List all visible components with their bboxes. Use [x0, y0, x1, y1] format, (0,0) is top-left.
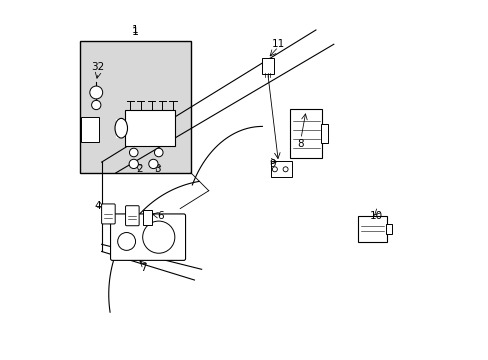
FancyBboxPatch shape [270, 161, 291, 177]
Circle shape [154, 148, 163, 157]
Text: 6: 6 [157, 211, 163, 221]
Text: 5: 5 [87, 125, 94, 135]
FancyBboxPatch shape [102, 204, 115, 224]
Text: 9: 9 [269, 159, 276, 169]
Ellipse shape [115, 118, 127, 138]
Text: 1: 1 [132, 27, 139, 37]
Text: 7: 7 [140, 262, 147, 273]
Circle shape [272, 167, 277, 172]
FancyBboxPatch shape [80, 41, 190, 173]
Circle shape [118, 233, 135, 250]
FancyBboxPatch shape [261, 58, 273, 73]
Circle shape [148, 159, 158, 168]
FancyBboxPatch shape [289, 109, 322, 158]
Text: 10: 10 [369, 211, 383, 221]
Text: 2: 2 [136, 164, 142, 174]
Circle shape [91, 100, 101, 110]
Text: 32: 32 [91, 63, 104, 72]
FancyBboxPatch shape [81, 117, 99, 143]
Bar [321, 124, 327, 143]
Circle shape [90, 86, 102, 99]
FancyBboxPatch shape [110, 214, 185, 260]
FancyBboxPatch shape [357, 216, 386, 242]
Text: 4: 4 [94, 201, 101, 211]
Circle shape [283, 167, 287, 172]
Circle shape [129, 159, 138, 168]
Bar [385, 225, 391, 234]
Text: 8: 8 [297, 139, 304, 149]
Text: 4: 4 [132, 211, 139, 221]
Text: 11: 11 [271, 39, 285, 49]
Circle shape [129, 148, 138, 157]
Circle shape [142, 221, 175, 253]
Text: 1: 1 [132, 25, 139, 35]
Text: 3: 3 [153, 164, 160, 174]
Bar [143, 210, 152, 225]
Bar [116, 118, 124, 138]
FancyBboxPatch shape [125, 206, 139, 226]
Bar [124, 111, 175, 146]
